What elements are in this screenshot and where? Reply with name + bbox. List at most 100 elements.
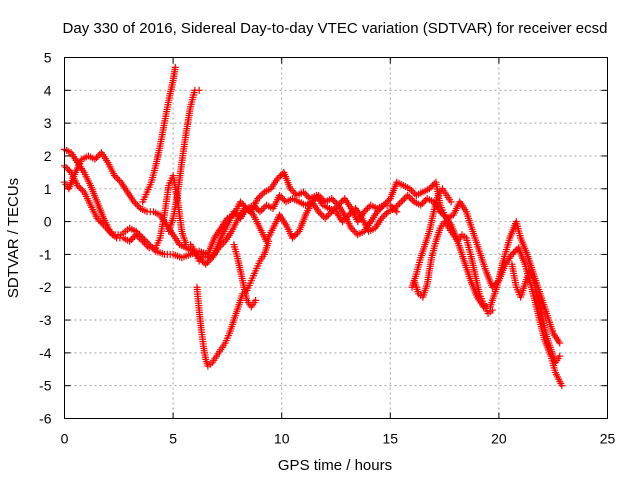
data-point [406, 185, 414, 193]
series-excursion-b [165, 86, 203, 235]
data-point [382, 209, 390, 217]
data-point [94, 152, 102, 160]
data-point [343, 213, 351, 221]
data-point [381, 200, 389, 208]
data-point [303, 191, 311, 199]
data-point [556, 339, 564, 347]
data-point [93, 154, 101, 162]
data-markers [61, 63, 566, 390]
data-point [135, 203, 143, 211]
data-point [137, 236, 145, 244]
data-point [293, 229, 301, 237]
data-point [109, 231, 117, 239]
data-point [290, 188, 298, 196]
data-point [248, 209, 256, 217]
data-point [397, 198, 405, 206]
data-point [202, 260, 210, 268]
data-point [409, 196, 417, 204]
data-point [195, 86, 203, 94]
data-point [142, 241, 150, 249]
data-point [329, 196, 337, 204]
data-point [418, 200, 426, 208]
data-point [407, 186, 415, 194]
data-point [230, 208, 238, 216]
data-point [400, 195, 408, 203]
data-point [252, 296, 260, 304]
x-tick-label: 10 [274, 431, 290, 447]
data-point [132, 200, 140, 208]
x-tick-label: 20 [491, 431, 507, 447]
data-point [127, 236, 135, 244]
data-point [440, 211, 448, 219]
data-point [324, 211, 332, 219]
series-excursion-a [139, 63, 179, 206]
y-tick-label: -5 [39, 378, 52, 394]
x-axis-label: GPS time / hours [278, 457, 392, 474]
data-point [417, 201, 425, 209]
data-point [144, 242, 152, 250]
data-point [315, 191, 323, 199]
data-point [65, 167, 73, 175]
data-point [391, 206, 399, 214]
y-tick-label: -1 [39, 246, 52, 262]
data-point [404, 191, 412, 199]
series-excursion-e [408, 185, 455, 291]
data-point [277, 172, 285, 180]
data-point [275, 173, 283, 181]
y-axis-label: SDTVAR / TECUs [5, 178, 22, 298]
data-point [350, 227, 358, 235]
data-point [405, 193, 413, 201]
plot-frame [64, 57, 608, 419]
data-point [279, 195, 287, 203]
data-point [140, 239, 148, 247]
data-point [292, 231, 300, 239]
data-point [393, 208, 401, 216]
data-point [362, 206, 370, 214]
x-tick-labels: 0 5 10 15 20 25 [61, 431, 616, 447]
data-point [95, 216, 103, 224]
y-tick-label: -4 [39, 345, 52, 361]
y-tick-label: -6 [39, 411, 52, 427]
data-point [254, 195, 262, 203]
data-point [259, 204, 267, 212]
data-point [108, 229, 116, 237]
data-point [331, 198, 339, 206]
data-point [336, 200, 344, 208]
data-point [488, 283, 496, 291]
y-tick-label: 4 [44, 82, 52, 98]
y-tick-label: 5 [44, 50, 52, 66]
data-point [205, 257, 213, 265]
data-point [288, 186, 296, 194]
data-point [511, 247, 519, 255]
data-point [388, 203, 396, 211]
y-tick-label: 2 [44, 148, 52, 164]
data-point [385, 196, 393, 204]
data-point [299, 188, 307, 196]
series-excursion-f [410, 218, 496, 317]
data-point [342, 214, 350, 222]
data-point [75, 183, 83, 191]
data-point [233, 211, 241, 219]
data-point [74, 181, 82, 189]
data-point [289, 234, 297, 242]
data-point [112, 173, 120, 181]
data-point [510, 249, 518, 257]
data-point [493, 278, 501, 286]
data-point [243, 204, 251, 212]
data-point [132, 231, 140, 239]
y-tick-label: 1 [44, 181, 52, 197]
data-point [64, 165, 72, 173]
chart-title: Day 330 of 2016, Sidereal Day-to-day VTE… [63, 20, 608, 37]
series-excursion-d [230, 241, 260, 311]
data-point [390, 204, 398, 212]
data-point [134, 232, 142, 240]
data-point [93, 214, 101, 222]
data-point [378, 214, 386, 222]
data-point [558, 382, 566, 390]
data-point [150, 245, 158, 253]
data-point [111, 232, 119, 240]
series-track-b [61, 149, 566, 390]
data-point [308, 198, 316, 206]
data-point [339, 218, 347, 226]
